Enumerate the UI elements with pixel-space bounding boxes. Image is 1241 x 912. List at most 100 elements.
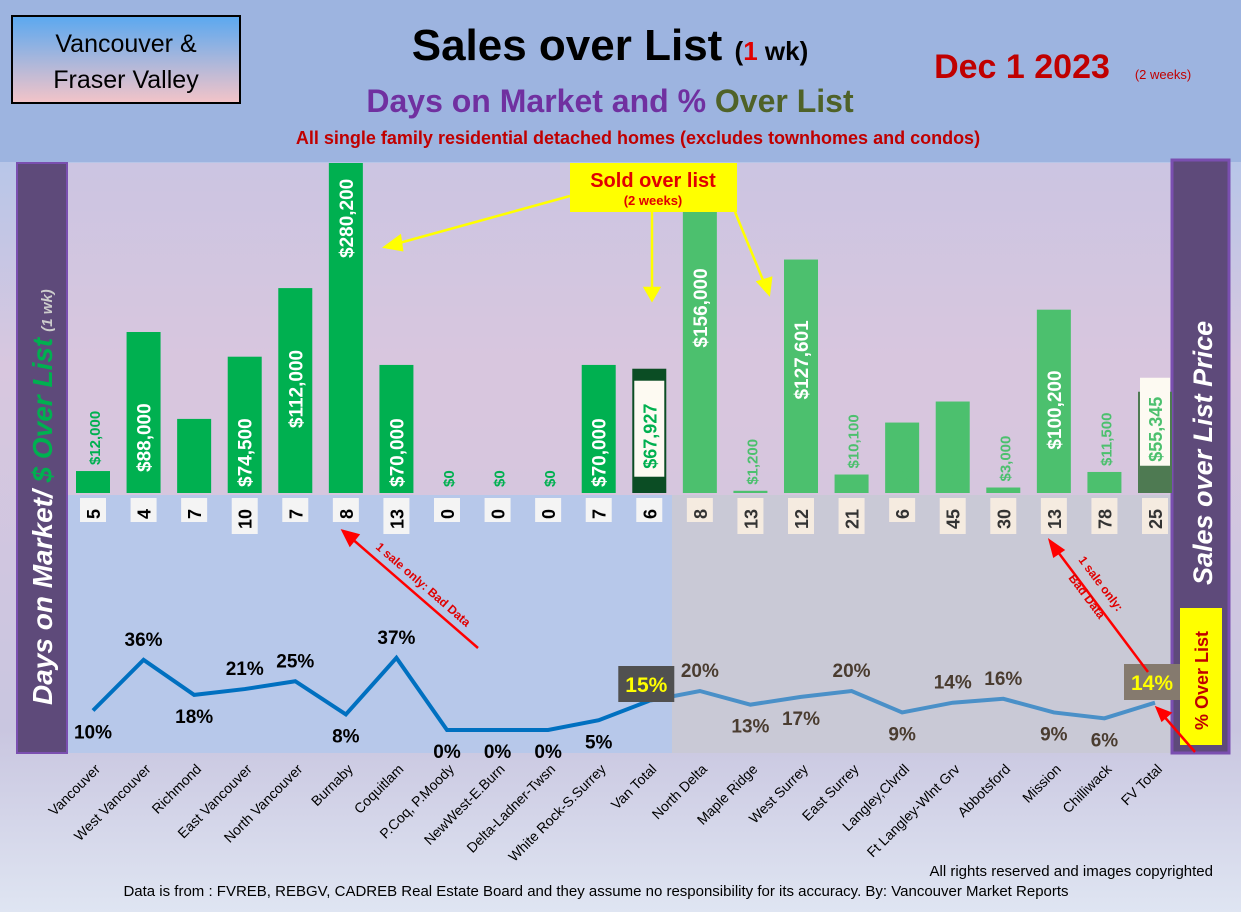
pct-label: 20% bbox=[681, 661, 719, 682]
sold-over-list-label: Sold over list bbox=[590, 170, 716, 192]
pct-label: 5% bbox=[585, 732, 613, 753]
sold-over-list-box bbox=[570, 163, 737, 212]
days-box bbox=[535, 498, 562, 522]
bar-value-label: $12,000 bbox=[87, 411, 104, 465]
pct-label: 25% bbox=[276, 651, 314, 672]
days-on-market-value: 21 bbox=[843, 509, 863, 529]
days-box bbox=[1040, 498, 1067, 534]
chart-title: Sales over List (1 wk) bbox=[412, 21, 809, 70]
bar bbox=[227, 356, 262, 493]
chart-description: All single family residential detached h… bbox=[296, 128, 980, 148]
left-axis-panel bbox=[16, 162, 68, 754]
days-box bbox=[282, 498, 309, 522]
pct-label: 20% bbox=[833, 661, 871, 682]
yellow-arrows bbox=[381, 194, 773, 303]
days-on-market-value: 12 bbox=[792, 509, 812, 529]
total-label-box bbox=[1140, 377, 1170, 466]
right-axis-label: Sales over List Price bbox=[1188, 321, 1218, 585]
bar bbox=[885, 422, 920, 493]
days-on-market-value: 8 bbox=[691, 509, 711, 519]
pct-label: 17% bbox=[782, 709, 820, 730]
pct-label: 0% bbox=[484, 742, 512, 763]
bar-value-label: $112,000 bbox=[286, 350, 307, 428]
pct-line-fraser-valley bbox=[648, 688, 1156, 721]
total-pct-label: 14% bbox=[1131, 672, 1173, 695]
days-on-market-value: 0 bbox=[489, 509, 509, 519]
days-on-market-value: 7 bbox=[590, 509, 610, 519]
bar bbox=[834, 474, 869, 493]
days-box bbox=[484, 498, 511, 522]
bar-value-label: $38,500 bbox=[896, 433, 913, 487]
bar bbox=[328, 163, 363, 493]
days-on-market-value: 7 bbox=[286, 509, 306, 519]
bar-value-label: $100,200 bbox=[1045, 370, 1066, 449]
days-on-market-value: 25 bbox=[1146, 509, 1166, 529]
pct-label: 37% bbox=[377, 628, 415, 649]
left-axis-label: Days on Market/ $ Over List(1 wk) bbox=[27, 289, 58, 705]
x-tick-label: Ft Langley-Wlnt Grv bbox=[863, 761, 962, 860]
days-box bbox=[1091, 498, 1118, 534]
bar-value-label: $127,601 bbox=[792, 320, 813, 400]
pct-label: 36% bbox=[125, 630, 163, 651]
bar bbox=[1087, 471, 1122, 493]
pct-label: 9% bbox=[888, 724, 916, 745]
bar bbox=[76, 471, 110, 493]
x-tick-label: Chilliwack bbox=[1059, 760, 1115, 816]
bar-value-label: $0 bbox=[492, 470, 509, 487]
days-on-market-value: 4 bbox=[135, 509, 155, 519]
bar-value-label: $88,000 bbox=[135, 403, 156, 472]
days-on-market-value: 8 bbox=[337, 509, 357, 519]
x-tick-label: Mission bbox=[1019, 761, 1064, 806]
days-box bbox=[1142, 498, 1168, 534]
days-box bbox=[181, 498, 208, 522]
total-pct-box bbox=[1124, 664, 1180, 700]
pct-over-list-label: % Over List bbox=[1192, 631, 1212, 730]
bar bbox=[278, 288, 313, 493]
days-on-market-value: 0 bbox=[539, 509, 559, 519]
pct-label: 8% bbox=[332, 726, 360, 747]
pct-label: 16% bbox=[984, 669, 1022, 690]
bar bbox=[682, 207, 717, 493]
bar bbox=[986, 487, 1021, 493]
bar-value-label: $280,200 bbox=[337, 179, 358, 258]
region-box bbox=[11, 15, 241, 104]
bar bbox=[581, 364, 616, 493]
pct-label: 9% bbox=[1040, 724, 1068, 745]
bar-value-label: $3,000 bbox=[997, 436, 1014, 482]
pct-label: 0% bbox=[433, 742, 461, 763]
bar-value-label: $50,000 bbox=[947, 433, 964, 487]
bar-value-label: $10,100 bbox=[846, 414, 863, 468]
x-tick-label: Burnaby bbox=[308, 761, 356, 809]
days-box bbox=[434, 498, 460, 522]
x-tick-label: Delta-Ladner-Twsn bbox=[463, 761, 558, 856]
date-label: Dec 1 2023 bbox=[934, 48, 1110, 86]
region-line2: Fraser Valley bbox=[53, 66, 199, 94]
sold-over-list-note: (2 weeks) bbox=[624, 193, 683, 208]
bar-value-label: $40,500 bbox=[188, 433, 205, 487]
bar bbox=[935, 401, 970, 493]
days-on-market-value: 13 bbox=[387, 509, 407, 529]
chart-subtitle: Days on Market and % Over List bbox=[366, 83, 854, 119]
copyright-note: All rights reserved and images copyright… bbox=[930, 863, 1213, 880]
pct-label: 13% bbox=[731, 717, 769, 738]
pct-label: 21% bbox=[226, 659, 264, 680]
bar-value-label: $70,000 bbox=[590, 418, 611, 487]
bar-value-label: $74,500 bbox=[236, 418, 257, 487]
days-box bbox=[788, 498, 814, 534]
days-box bbox=[585, 498, 612, 522]
pct-label: 0% bbox=[534, 742, 562, 763]
total-label-box bbox=[634, 380, 665, 477]
x-tick-label: White Rock-S.Surrey bbox=[505, 761, 609, 865]
pct-label: 10% bbox=[74, 723, 112, 744]
x-tick-label: FV Total bbox=[1118, 761, 1165, 808]
days-box bbox=[889, 498, 916, 522]
date-note: (2 weeks) bbox=[1135, 67, 1191, 82]
days-box bbox=[737, 498, 764, 534]
days-on-market-value: 5 bbox=[84, 509, 104, 519]
days-on-market-value: 78 bbox=[1095, 509, 1115, 529]
days-box bbox=[332, 498, 359, 522]
pct-label: 6% bbox=[1091, 730, 1119, 751]
data-source-note: Data is from : FVREB, REBGV, CADREB Real… bbox=[123, 883, 1068, 900]
